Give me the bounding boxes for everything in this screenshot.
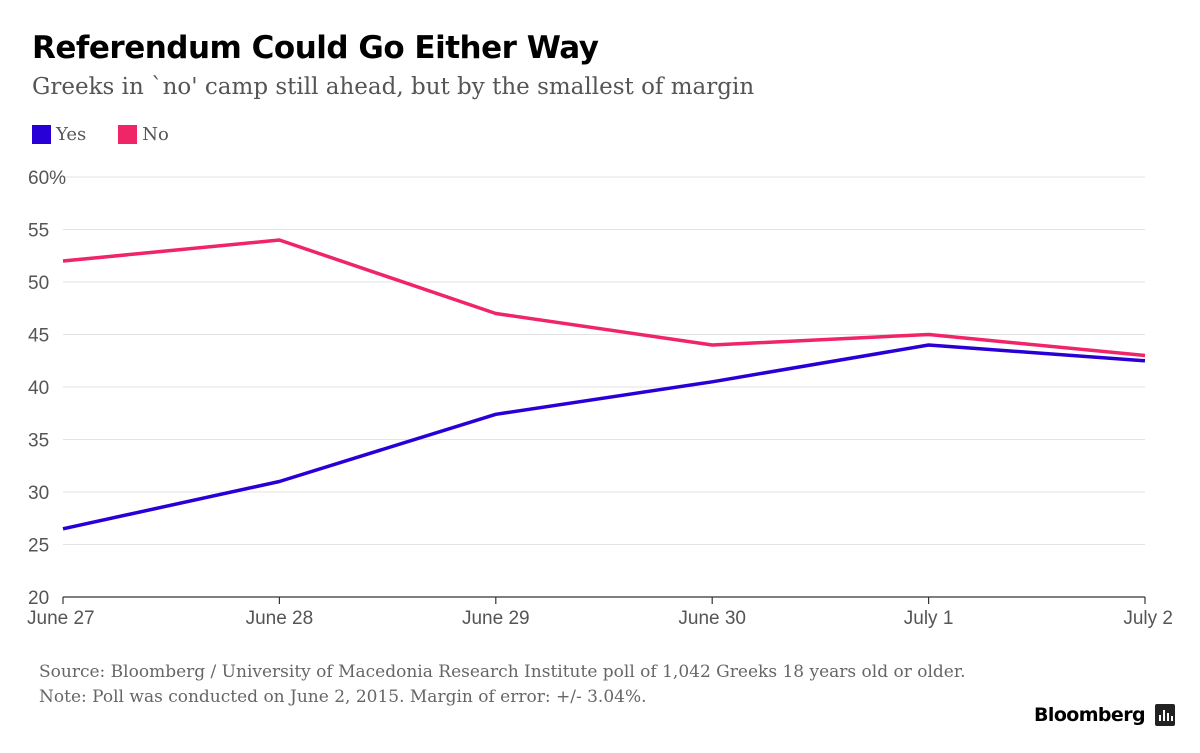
- y-tick-label: 35: [28, 431, 49, 452]
- brand-logo: Bloomberg: [1034, 704, 1146, 726]
- series-line-no: [62, 238, 1146, 358]
- legend: Yes No: [32, 124, 201, 145]
- y-tick-label: 55: [28, 221, 49, 242]
- source-text: Source: Bloomberg / University of Macedo…: [39, 662, 966, 682]
- x-tick-label: June 27: [27, 608, 95, 629]
- y-tick-label: 50: [28, 273, 49, 294]
- x-tick-label: June 29: [462, 608, 530, 629]
- x-tick-label: June 30: [678, 608, 746, 629]
- y-tick-label: 25: [28, 536, 49, 557]
- chart-title: Referendum Could Go Either Way: [32, 30, 599, 66]
- bloomberg-chart-icon: [1155, 704, 1175, 726]
- y-tick-label: 30: [28, 483, 49, 504]
- legend-item-no: No: [118, 124, 169, 145]
- y-tick-label: 20: [28, 588, 49, 609]
- chart-subtitle: Greeks in `no' camp still ahead, but by …: [32, 74, 755, 100]
- source-note: Source: Bloomberg / University of Macedo…: [39, 660, 966, 710]
- y-tick-label: 40: [28, 378, 49, 399]
- note-text: Note: Poll was conducted on June 2, 2015…: [39, 687, 647, 707]
- legend-label-yes: Yes: [56, 124, 87, 145]
- y-tick-label: 45: [28, 326, 49, 347]
- y-tick-label: 60%: [28, 168, 66, 189]
- legend-swatch-yes: [32, 125, 51, 144]
- series-line-yes: [62, 343, 1146, 531]
- x-tick-label: July 1: [904, 608, 954, 629]
- x-tick-label: July 2: [1123, 608, 1173, 629]
- legend-swatch-no: [118, 125, 138, 144]
- x-tick-label: June 28: [246, 608, 314, 629]
- legend-label-no: No: [142, 124, 169, 145]
- legend-item-yes: Yes: [32, 124, 86, 145]
